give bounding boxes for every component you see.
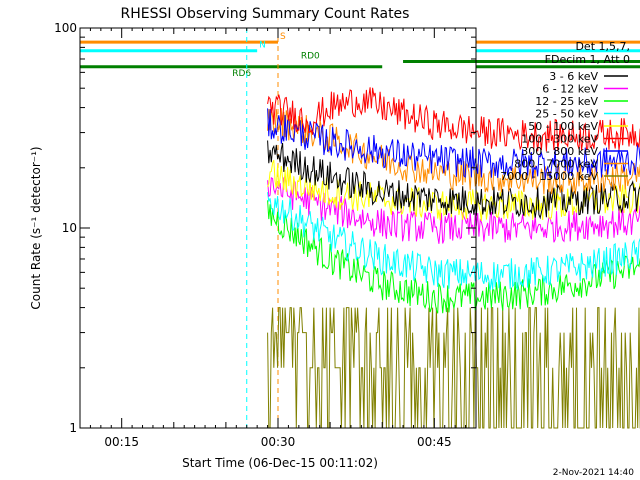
legend-label: 50 - 100 keV [528, 120, 598, 133]
y-tick-label: 100 [54, 21, 77, 35]
legend-label: 100 - 300 keV [521, 133, 598, 146]
series-line-6 [267, 108, 640, 180]
y-tick-label: 10 [62, 221, 77, 235]
legend-label: 300 - 800 keV [521, 145, 598, 158]
x-tick-label: 00:30 [261, 435, 296, 449]
state-label-s: S [280, 32, 286, 42]
y-tick-label: 1 [69, 421, 77, 435]
series-line-0 [267, 140, 640, 220]
chart-title: RHESSI Observing Summary Count Rates [121, 6, 410, 22]
series-line-8 [267, 307, 640, 429]
y-axis-ticks: 100 10 1 [54, 21, 476, 435]
footer-timestamp: 2-Nov-2021 14:40 [553, 468, 635, 478]
x-axis-ticks: 00:15 00:30 00:45 [79, 28, 477, 449]
legend-label: 7000 - 15000 keV [500, 170, 598, 183]
legend-label: 800 - 7000 keV [514, 158, 598, 171]
state-bars: S N RD0 RD6 [80, 32, 640, 79]
series-layer [267, 87, 640, 429]
legend-label: 12 - 25 keV [535, 95, 598, 108]
y-axis-label: Count Rate (s⁻¹ detector⁻¹) [29, 146, 43, 309]
legend-header-line-1: Det 1,5,7, [575, 40, 630, 53]
legend-label: 6 - 12 keV [542, 83, 598, 96]
state-label-n: N [259, 41, 266, 51]
series-line-1 [267, 174, 640, 244]
x-tick-label: 00:15 [104, 435, 139, 449]
state-label-rd0: RD0 [301, 51, 320, 61]
state-label-rd6: RD6 [232, 69, 251, 79]
x-tick-label: 00:45 [417, 435, 452, 449]
series-line-5 [267, 87, 640, 152]
legend-header-line-2: FDecim 1, Att 0 [545, 53, 630, 66]
series-line-3 [267, 192, 640, 291]
x-axis-label: Start Time (06-Dec-15 00:11:02) [182, 456, 378, 470]
series-line-2 [267, 200, 640, 314]
legend-label: 3 - 6 keV [549, 70, 598, 83]
legend-label: 25 - 50 keV [535, 108, 598, 121]
series-line-7 [267, 108, 640, 195]
